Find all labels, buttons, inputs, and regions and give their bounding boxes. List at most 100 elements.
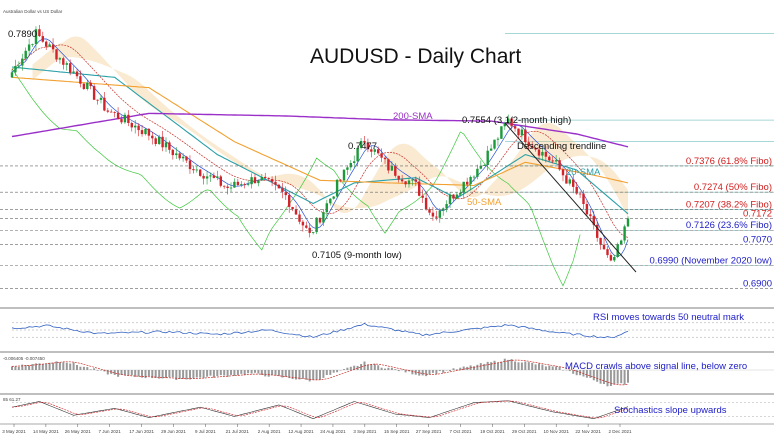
x-tick-label: 17 Jun 2021 <box>129 429 154 434</box>
candle-down <box>38 29 41 37</box>
candle-down <box>431 212 435 217</box>
candle-down <box>544 151 548 157</box>
x-tick-label: 2 Dec 2021 <box>608 429 632 434</box>
candle-down <box>572 179 575 187</box>
macd-bar <box>325 370 328 375</box>
candle-up <box>260 176 263 181</box>
macd-bar <box>562 370 564 371</box>
macd-bar <box>233 370 236 376</box>
candle-up <box>626 218 630 227</box>
candle-down <box>404 181 407 185</box>
chart-title: AUDUSD - Daily Chart <box>310 45 521 68</box>
macd-bar <box>192 370 195 379</box>
macd-bar <box>103 370 106 372</box>
macd-bar <box>257 370 260 374</box>
candle-up <box>325 203 328 213</box>
macd-bar <box>466 366 469 370</box>
candle-down <box>188 160 192 170</box>
stoch-panel <box>11 400 774 420</box>
macd-bar <box>45 363 48 370</box>
candle-down <box>565 175 568 184</box>
stoch-label: Stochastics slope upwards <box>614 405 727 416</box>
candle-up <box>346 167 349 170</box>
candle-down <box>609 255 613 261</box>
macd-bar <box>449 370 451 371</box>
swing-high-label: 0.7554 (3 1/2-month high) <box>462 115 571 126</box>
macd-bar <box>527 362 530 370</box>
macd-bar <box>171 370 174 378</box>
macd-bar <box>483 363 486 370</box>
macd-bar <box>507 359 510 370</box>
candle-down <box>517 128 520 136</box>
macd-bar <box>490 362 493 370</box>
macd-bar <box>623 370 626 385</box>
candle-up <box>17 65 20 67</box>
x-tick-label: 29 Jun 2021 <box>161 429 186 434</box>
x-tick-label: 7 Oct 2021 <box>450 429 473 434</box>
candle-down <box>51 44 55 50</box>
macd-bar <box>544 366 547 370</box>
stoch-values: 85 61.27 <box>3 397 21 402</box>
candle-down <box>171 149 174 156</box>
rsi-line <box>11 322 629 339</box>
x-tick-label: 21 Jul 2021 <box>226 429 250 434</box>
macd-bar <box>226 370 229 377</box>
macd-bar <box>284 370 287 377</box>
macd-bar <box>281 370 284 378</box>
candle-down <box>151 135 154 139</box>
candle-up <box>58 58 62 60</box>
macd-bar <box>301 370 304 379</box>
macd-bar <box>421 370 424 376</box>
macd-bar <box>165 370 167 379</box>
candle-up <box>462 181 465 193</box>
candle-up <box>520 129 524 136</box>
macd-bar <box>500 361 503 370</box>
macd-bar <box>24 365 27 370</box>
macd-bar <box>120 370 123 375</box>
macd-values: -0.006405 -0.007450 <box>3 356 45 361</box>
candle-up <box>48 44 51 47</box>
candle-up <box>257 180 260 184</box>
macd-bar <box>247 370 250 374</box>
candle-down <box>137 125 140 131</box>
candle-up <box>496 138 500 140</box>
sma20-label: 20-SMA <box>566 167 601 178</box>
macd-bar <box>592 370 595 381</box>
candle-down <box>62 58 65 65</box>
candle-down <box>418 181 421 196</box>
candle-up <box>195 169 198 171</box>
candle-down <box>89 82 92 87</box>
macd-bar <box>524 361 527 370</box>
candle-up <box>329 198 332 204</box>
macd-bar <box>52 362 55 370</box>
candle-down <box>589 214 592 217</box>
candle-up <box>472 176 476 178</box>
macd-bar <box>514 361 517 370</box>
x-tick-label: 7 Jun 2021 <box>99 429 122 434</box>
candle-up <box>459 192 462 195</box>
candle-up <box>123 114 127 123</box>
x-tick-label: 29 Oct 2021 <box>512 429 537 434</box>
macd-bar <box>134 370 137 377</box>
x-tick-label: 12 Aug 2021 <box>288 429 314 434</box>
candle-down <box>424 197 428 210</box>
macd-bar <box>41 363 44 370</box>
candle-down <box>387 159 390 171</box>
macd-bar <box>21 364 24 370</box>
candle-down <box>561 169 565 176</box>
candle-up <box>250 177 253 185</box>
candle-down <box>82 83 86 89</box>
rsi-panel <box>11 322 774 339</box>
candle-down <box>212 175 216 178</box>
level-label: 0.6990 (November 2020 low) <box>649 255 772 266</box>
macd-bar <box>123 370 126 376</box>
macd-bar <box>452 368 455 370</box>
macd-bar <box>438 370 441 372</box>
candle-up <box>158 136 161 144</box>
trendline-label: Descending trendline <box>517 141 606 152</box>
candle-down <box>147 128 151 136</box>
candle-up <box>24 50 27 59</box>
macd-bar <box>445 370 448 371</box>
macd-bar <box>442 370 445 373</box>
macd-bar <box>459 367 462 370</box>
